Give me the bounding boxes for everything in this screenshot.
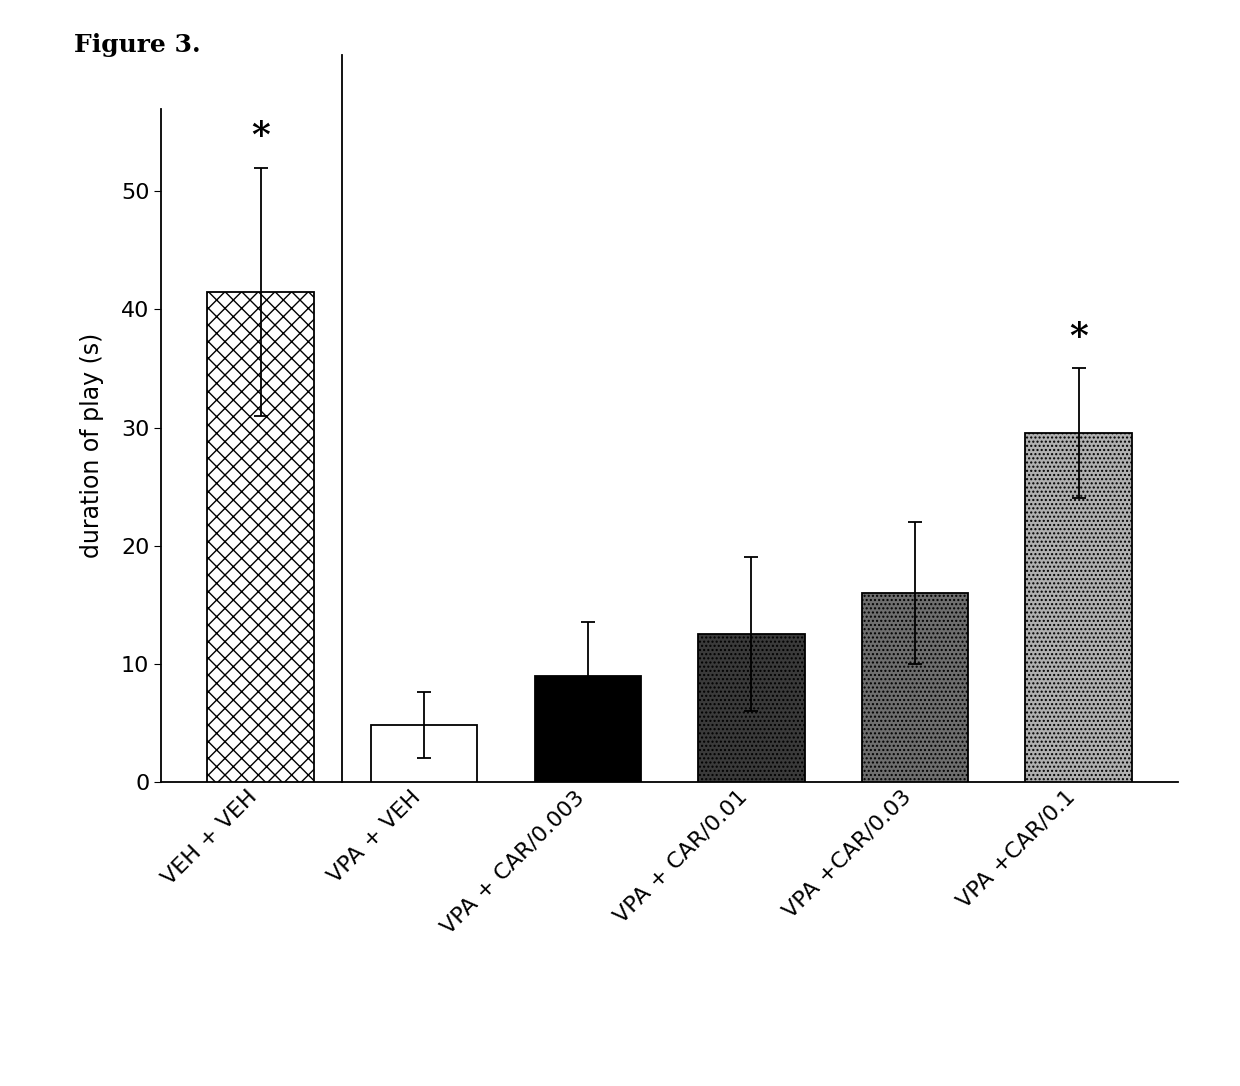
Bar (698, 634, 805, 782)
Bar (371, 725, 477, 782)
Text: Figure 3.: Figure 3. (74, 33, 201, 56)
Bar (1025, 433, 1132, 782)
Text: *: * (1069, 320, 1087, 354)
Text: *: * (252, 119, 270, 153)
Y-axis label: duration of play (s): duration of play (s) (81, 332, 104, 558)
Bar (534, 675, 641, 782)
Bar (862, 593, 968, 782)
Bar (207, 292, 314, 782)
